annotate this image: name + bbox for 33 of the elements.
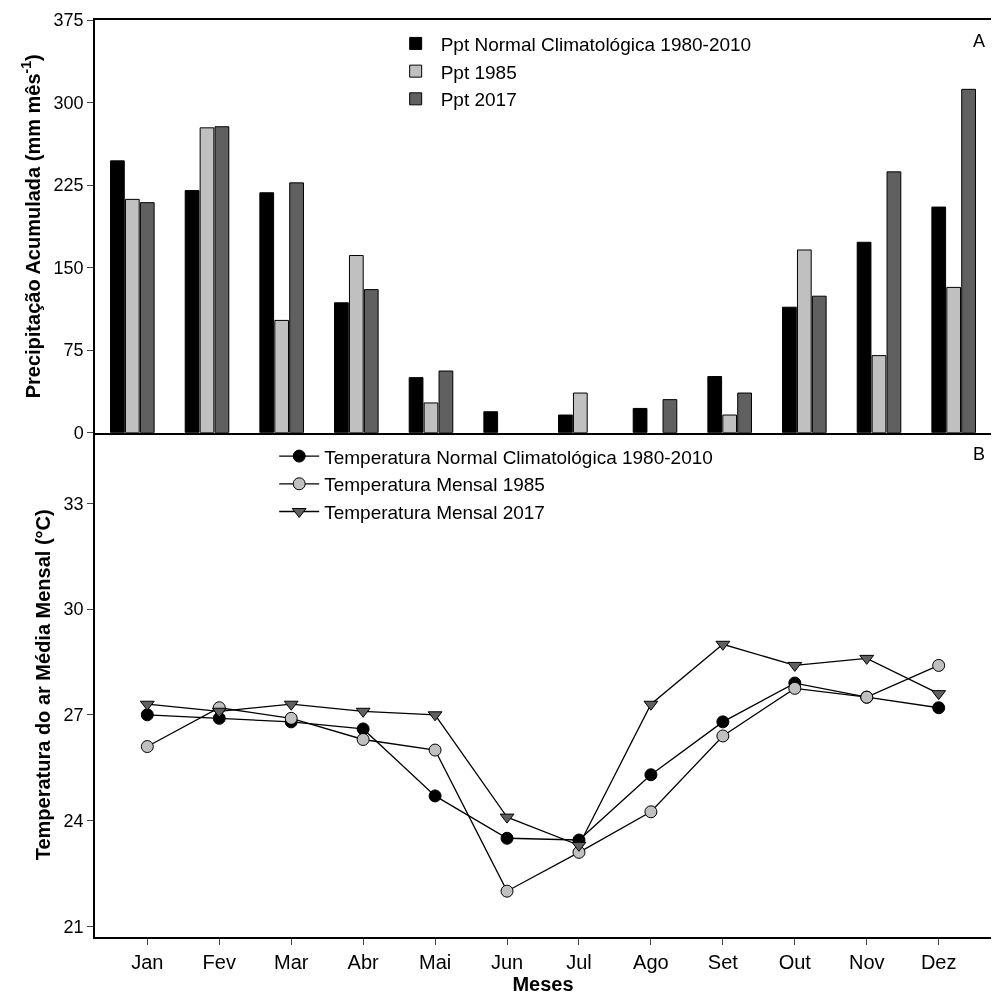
x-tick-label: Nov [848, 950, 885, 973]
y-tick-label: 375 [53, 10, 84, 31]
annotation: A [973, 31, 986, 51]
y-tick-label: 0 [73, 422, 84, 443]
y-tick-label: 27 [63, 705, 84, 726]
x-tick-label: Ago [633, 950, 669, 973]
y-tick-label: 21 [63, 916, 84, 937]
y-tick-label: 33 [63, 493, 84, 514]
x-tick-label: Set [707, 950, 739, 973]
legend-label: Ppt Normal Climatológica 1980-2010 [440, 33, 752, 55]
x-tick-label: Abr [347, 950, 380, 973]
x-tick-label: Jul [566, 950, 592, 973]
x-tick-label: Fev [202, 950, 236, 973]
x-tick-label: Jun [490, 950, 524, 973]
annotation: B [973, 444, 986, 464]
legend-label: Temperatura Normal Climatológica 1980-2010 [324, 446, 713, 468]
y-tick-label: 24 [63, 810, 84, 831]
y-tick-label: 30 [63, 599, 84, 620]
y-tick-label: 75 [63, 340, 84, 361]
x-tick-label: Jan [131, 950, 164, 973]
x-axis-title: Meses [512, 972, 574, 995]
y-tick-label: 225 [53, 175, 84, 196]
x-tick-label: Dez [920, 950, 957, 973]
legend-label: Temperatura Mensal 1985 [324, 474, 545, 496]
x-tick-label: Out [778, 950, 812, 973]
y-axis-title: Temperatura do ar Média Mensal (°C) [31, 509, 54, 861]
x-tick-label: Mai [418, 950, 452, 973]
y-tick-label: 300 [53, 92, 84, 113]
legend-label: Ppt 2017 [440, 89, 517, 111]
legend-label: Temperatura Mensal 2017 [324, 501, 545, 523]
x-tick-label: Mar [273, 950, 309, 973]
legend-label: Ppt 1985 [440, 61, 517, 83]
y-tick-label: 150 [53, 257, 84, 278]
